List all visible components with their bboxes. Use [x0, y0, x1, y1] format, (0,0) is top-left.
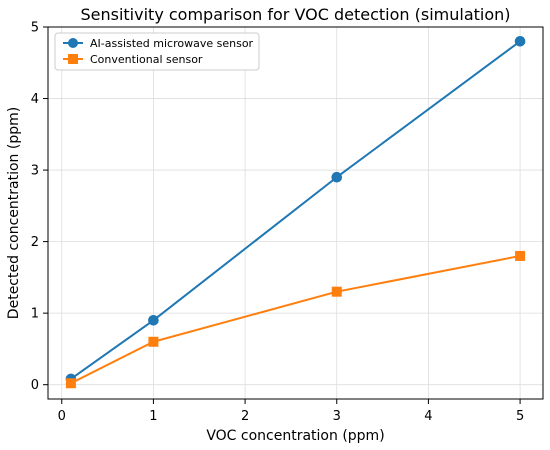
legend-marker-conventional-sensor — [68, 54, 78, 64]
y-tick-label-4: 4 — [31, 92, 39, 107]
legend-label-conventional-sensor: Conventional sensor — [90, 53, 203, 66]
tick-layer: 0 1 2 3 4 5 0 1 2 3 4 5 — [31, 21, 525, 425]
y-tick-label-3: 3 — [31, 164, 39, 179]
x-tick-label-5: 5 — [516, 409, 524, 424]
grid-layer — [48, 26, 543, 399]
data-point-ai-assisted-microwave-sensor-3 — [514, 36, 526, 47]
x-tick-label-3: 3 — [333, 409, 341, 424]
data-point-ai-assisted-microwave-sensor-2 — [331, 171, 343, 183]
data-point-ai-assisted-microwave-sensor-1 — [148, 315, 159, 326]
y-tick-label-1: 1 — [31, 307, 39, 322]
data-point-conventional-sensor-0 — [65, 378, 76, 389]
legend: AI-assisted microwave sensor Conventiona… — [54, 32, 260, 71]
series-line-conventional-sensor — [69, 254, 522, 385]
data-point-conventional-sensor-1 — [148, 336, 159, 347]
legend-label-ai-sensor: AI-assisted microwave sensor — [90, 37, 254, 50]
y-tick-label-0: 0 — [31, 378, 39, 393]
x-tick-label-4: 4 — [424, 409, 432, 424]
plot-frame — [47, 26, 544, 400]
data-point-conventional-sensor-3 — [515, 250, 526, 261]
x-tick-label-0: 0 — [58, 409, 66, 424]
y-tick-label-2: 2 — [31, 235, 39, 250]
series-layer — [65, 36, 526, 389]
data-point-conventional-sensor-2 — [331, 286, 342, 297]
legend-box — [54, 32, 260, 71]
x-axis-label: VOC concentration (ppm) — [206, 428, 384, 444]
series-line-ai-assisted-microwave-sensor — [69, 40, 522, 380]
x-tick-label-1: 1 — [149, 409, 157, 424]
y-tick-label-5: 5 — [31, 21, 39, 36]
x-tick-label-2: 2 — [241, 409, 249, 424]
chart-title: Sensitivity comparison for VOC detection… — [80, 5, 510, 24]
y-axis-label: Detected concentration (ppm) — [6, 107, 22, 319]
legend-marker-ai-sensor — [68, 38, 78, 48]
